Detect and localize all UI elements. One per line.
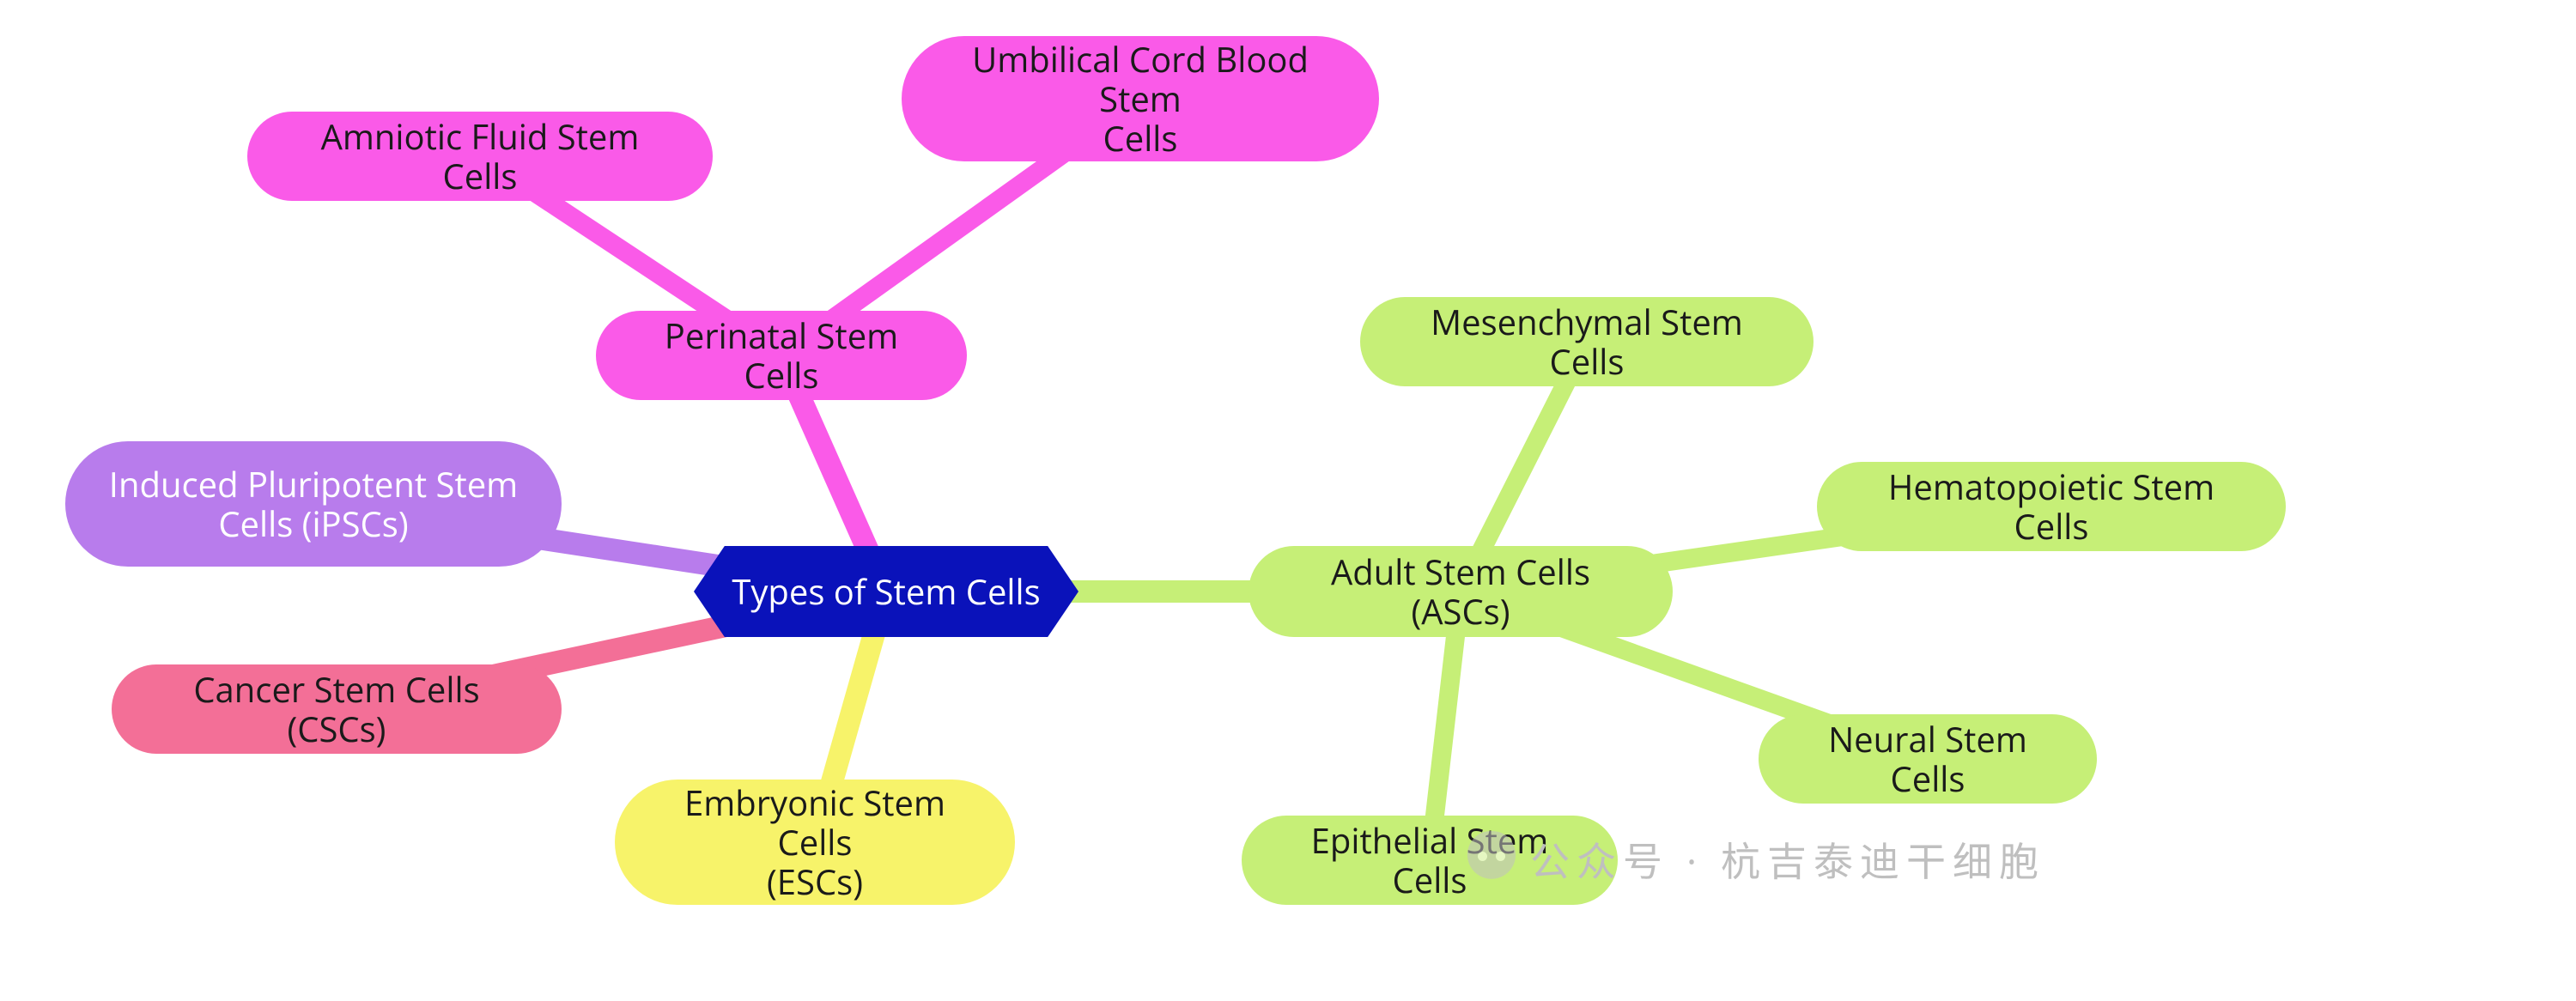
node-label: Cancer Stem Cells (CSCs)	[146, 670, 527, 749]
node-label: Mesenchymal Stem Cells	[1394, 302, 1779, 381]
node-label: Umbilical Cord Blood Stem Cells	[936, 39, 1345, 158]
node-asc: Adult Stem Cells (ASCs)	[1249, 546, 1673, 637]
node-epithelial: Epithelial Stem Cells	[1242, 816, 1618, 905]
diagram-stage: Types of Stem Cells Induced Pluripotent …	[0, 0, 2576, 1001]
node-label: Types of Stem Cells	[732, 572, 1040, 611]
node-cscs: Cancer Stem Cells (CSCs)	[112, 664, 562, 754]
node-label: Embryonic Stem Cells (ESCs)	[649, 783, 981, 901]
node-hemato: Hematopoietic Stem Cells	[1817, 462, 2286, 551]
node-label: Hematopoietic Stem Cells	[1851, 467, 2251, 546]
node-mesenchymal: Mesenchymal Stem Cells	[1360, 297, 1814, 386]
node-root: Types of Stem Cells	[694, 546, 1078, 637]
node-escs: Embryonic Stem Cells (ESCs)	[615, 780, 1015, 905]
node-amniotic: Amniotic Fluid Stem Cells	[247, 112, 713, 201]
node-label: Epithelial Stem Cells	[1276, 821, 1583, 900]
node-neural: Neural Stem Cells	[1759, 714, 2097, 804]
node-umbilical: Umbilical Cord Blood Stem Cells	[902, 36, 1379, 161]
node-label: Induced Pluripotent Stem Cells (iPSCs)	[109, 464, 518, 543]
node-label: Neural Stem Cells	[1793, 719, 2063, 798]
node-label: Adult Stem Cells (ASCs)	[1283, 552, 1638, 631]
node-label: Amniotic Fluid Stem Cells	[282, 117, 678, 196]
node-perinatal: Perinatal Stem Cells	[596, 311, 967, 400]
node-ipsc: Induced Pluripotent Stem Cells (iPSCs)	[65, 441, 562, 567]
node-label: Perinatal Stem Cells	[630, 316, 933, 395]
